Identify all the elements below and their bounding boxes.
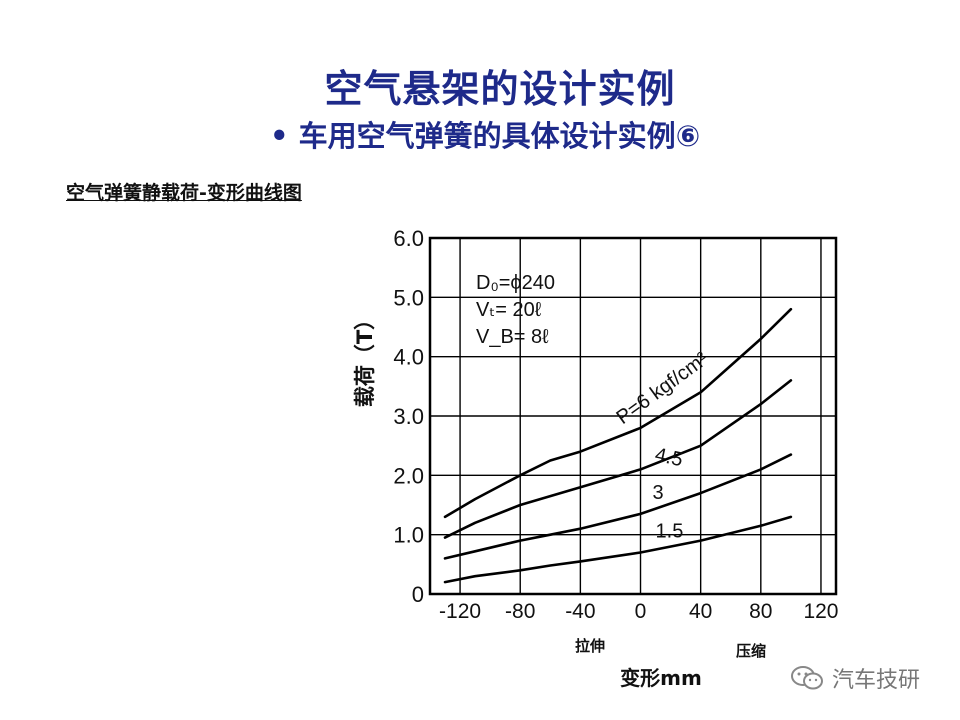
curve-series-1 [443, 307, 793, 519]
section-heading: 空气弹簧静载荷-变形曲线图 [66, 182, 302, 204]
curve-series-3 [443, 453, 793, 560]
y-tick-label: 2.0 [393, 463, 424, 488]
wechat-icon [791, 666, 823, 690]
param-do: D₀=ϕ240 [476, 272, 555, 294]
curve-label: P=6 kgf/cm² [612, 348, 712, 429]
curve-series-2 [443, 379, 793, 539]
curve-series-4 [443, 515, 793, 584]
y-tick-label: 5.0 [393, 285, 424, 310]
curve-label: 3 [653, 482, 664, 504]
x-tick-label: -80 [505, 600, 535, 623]
curves [443, 307, 793, 584]
x-tick-label: 40 [689, 600, 712, 623]
watermark-text: 汽车技研 [832, 668, 921, 693]
x-tick-label: -40 [565, 600, 595, 623]
x-tick-label: 80 [749, 600, 772, 623]
x-tick-label: -120 [439, 600, 481, 623]
param-vb: V_B= 8ℓ [476, 326, 549, 348]
y-tick-label: 4.0 [393, 345, 424, 370]
y-tick-label: 6.0 [393, 226, 424, 251]
slide-subtitle: • 车用空气弹簧的具体设计实例⑥ [270, 119, 701, 153]
y-tick-label: 1.0 [393, 523, 424, 548]
param-vt: Vₜ= 20ℓ [476, 299, 542, 321]
params-block: D₀=ϕ240 Vₜ= 20ℓ V_B= 8ℓ [476, 272, 555, 348]
x-axis-label: 变形mm [620, 666, 702, 690]
curve-label: 4.5 [653, 444, 685, 471]
y-tick-labels: 0 1.0 2.0 3.0 4.0 5.0 6.0 [393, 226, 424, 607]
tension-label: 拉伸 [575, 637, 605, 655]
curve-labels: P=6 kgf/cm² 4.5 3 1.5 [612, 348, 712, 543]
y-axis-label: 载荷（T） [353, 309, 377, 407]
y-tick-label: 3.0 [393, 404, 424, 429]
curve-label: 1.5 [656, 521, 684, 543]
x-tick-label: 0 [635, 600, 647, 623]
x-tick-label: 120 [803, 600, 838, 623]
grid-lines [430, 238, 836, 594]
watermark: 汽车技研 [790, 664, 921, 693]
compression-label: 压缩 [736, 642, 766, 660]
slide-title: 空气悬架的设计实例 [324, 67, 676, 111]
y-tick-label: 0 [412, 582, 424, 607]
x-tick-labels: -120 -80 -40 0 40 80 120 [439, 600, 838, 623]
